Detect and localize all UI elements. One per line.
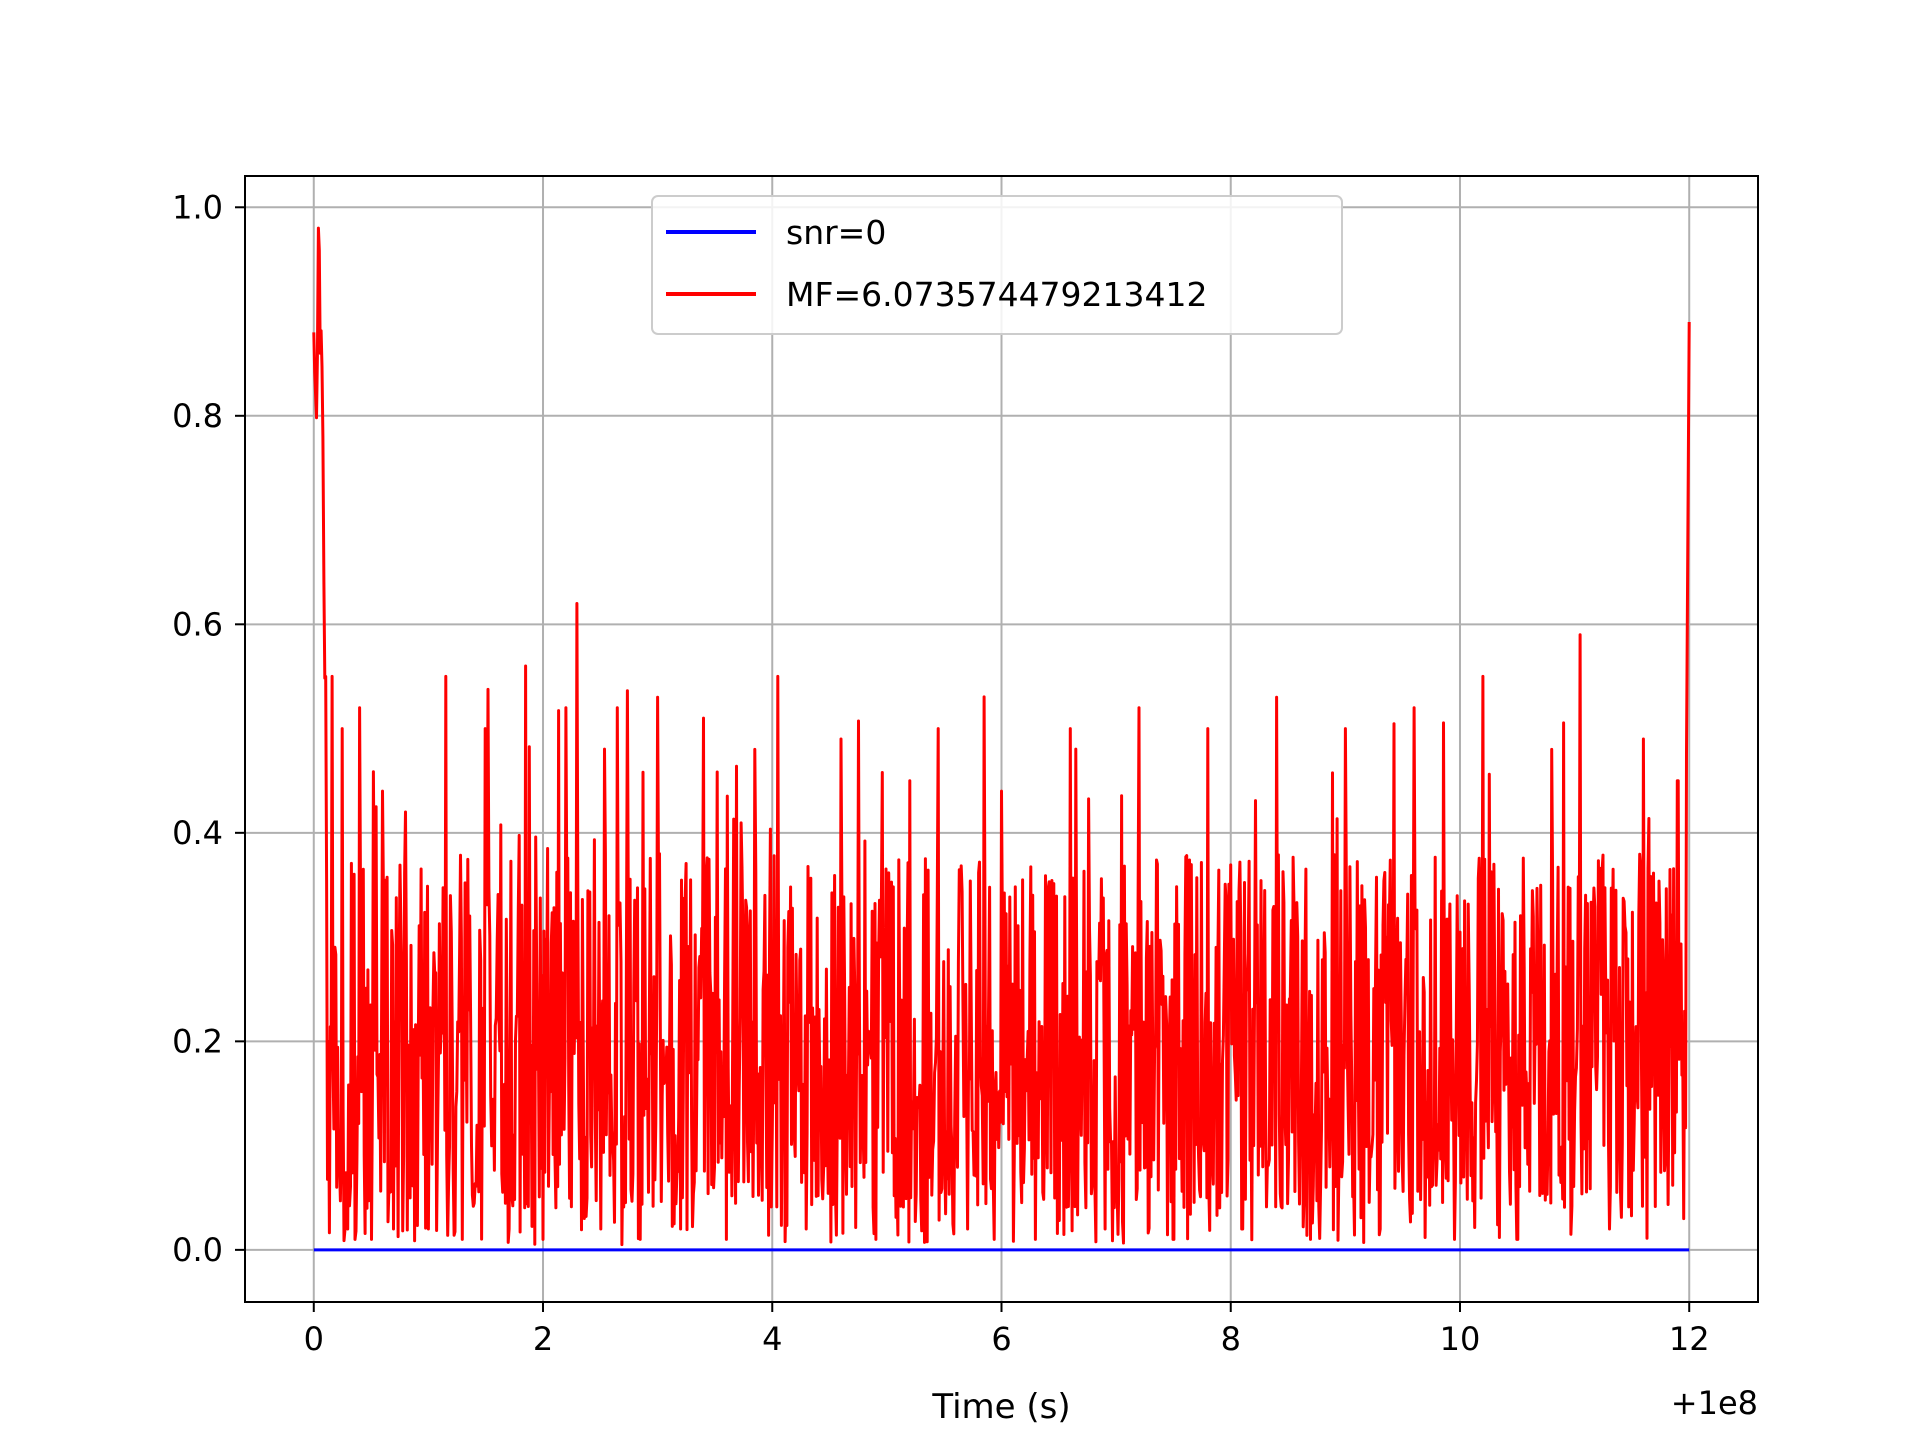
series-line <box>312 226 1691 1247</box>
x-tick-label: 6 <box>991 1320 1011 1358</box>
x-tick-label: 10 <box>1440 1320 1481 1358</box>
legend: snr=0 MF=6.073574479213412 <box>651 195 1343 335</box>
x-tick-label: 8 <box>1221 1320 1241 1358</box>
ticks-layer: 0 2 4 6 8 10 12 0.0 0.2 0.4 0.6 0.8 1.0 <box>172 188 1709 1358</box>
x-tick-label: 2 <box>533 1320 553 1358</box>
x-axis-title: Time (s) <box>931 1387 1070 1427</box>
y-tick-label: 0.6 <box>172 605 223 643</box>
y-tick-label: 0.4 <box>172 814 223 852</box>
x-tick-label: 4 <box>762 1320 782 1358</box>
series-layer <box>312 226 1691 1252</box>
x-tick-label: 0 <box>304 1320 324 1358</box>
y-tick-label: 0.2 <box>172 1022 223 1060</box>
legend-label: MF=6.073574479213412 <box>786 275 1208 314</box>
y-tick-label: 0.8 <box>172 397 223 435</box>
y-tick-label: 1.0 <box>172 188 223 226</box>
y-tick-label: 0.0 <box>172 1231 223 1269</box>
x-offset-label: +1e8 <box>1671 1384 1758 1422</box>
legend-label: snr=0 <box>786 213 886 252</box>
x-tick-label: 12 <box>1669 1320 1710 1358</box>
legend-box <box>651 195 1343 335</box>
